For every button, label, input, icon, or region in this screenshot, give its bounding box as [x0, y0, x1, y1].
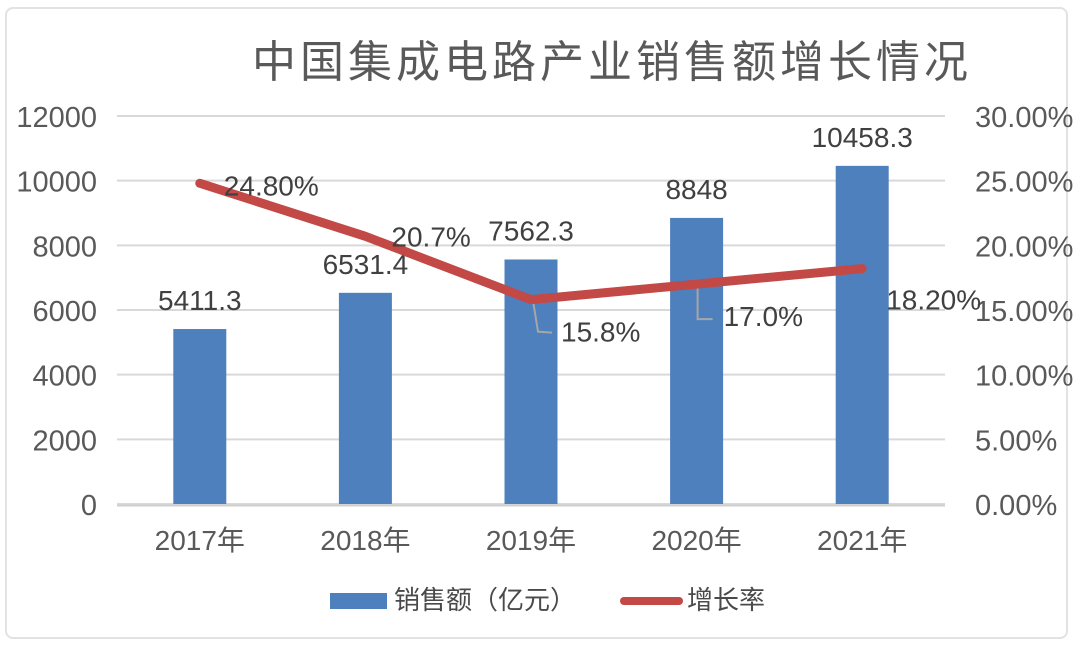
left-axis-tick-label: 10000 [16, 167, 97, 199]
left-axis-tick-label: 4000 [32, 361, 97, 393]
bar-value-label: 6531.4 [323, 249, 409, 280]
x-axis-label: 2018年 [320, 525, 410, 556]
bar-value-label: 5411.3 [158, 285, 242, 316]
bar-2021年 [835, 165, 889, 504]
line-value-label: 20.7% [391, 221, 470, 252]
x-axis-label: 2020年 [651, 525, 741, 556]
left-axis-tick-label: 2000 [32, 425, 97, 457]
right-axis-tick-label: 25.00% [975, 167, 1073, 199]
bar-2018年 [338, 292, 392, 504]
left-axis-tick-label: 6000 [32, 296, 97, 328]
line-value-label: 15.8% [561, 317, 640, 348]
x-axis-label: 2017年 [155, 525, 245, 556]
x-axis-label: 2021年 [817, 525, 907, 556]
right-axis-tick-label: 10.00% [975, 361, 1073, 393]
x-axis-label: 2019年 [486, 525, 576, 556]
bar-value-label: 10458.3 [812, 122, 913, 153]
legend-bar-swatch-icon [330, 593, 387, 609]
label-leader-line [696, 287, 713, 321]
bar-value-label: 8848 [665, 174, 727, 205]
bar-value-label: 7562.3 [488, 215, 574, 246]
bar-2017年 [173, 329, 227, 504]
left-axis-tick-label: 8000 [32, 231, 97, 263]
legend-line-label: 增长率 [687, 586, 766, 615]
chart-title: 中国集成电路产业销售额增长情况 [252, 38, 972, 87]
legend-line-swatch-icon [620, 597, 684, 605]
right-axis-tick-label: 15.00% [975, 296, 1073, 328]
left-axis-tick-label: 0 [81, 490, 97, 522]
right-axis-tick-label: 5.00% [975, 425, 1057, 457]
left-axis-tick-label: 12000 [16, 102, 97, 134]
right-axis-tick-label: 20.00% [975, 231, 1073, 263]
legend-bar-label: 销售额（亿元） [394, 586, 577, 615]
right-axis-tick-label: 30.00% [975, 102, 1073, 134]
label-leader-line [532, 300, 553, 334]
growth-rate-line [195, 178, 867, 305]
chart-legend: 销售额（亿元） 增长率 [330, 586, 765, 616]
line-value-label: 18.20% [886, 285, 981, 316]
right-axis-tick-label: 0.00% [975, 490, 1057, 522]
line-value-label: 17.0% [724, 301, 803, 332]
line-value-label: 24.80% [224, 170, 319, 201]
bar-2020年 [670, 217, 724, 504]
